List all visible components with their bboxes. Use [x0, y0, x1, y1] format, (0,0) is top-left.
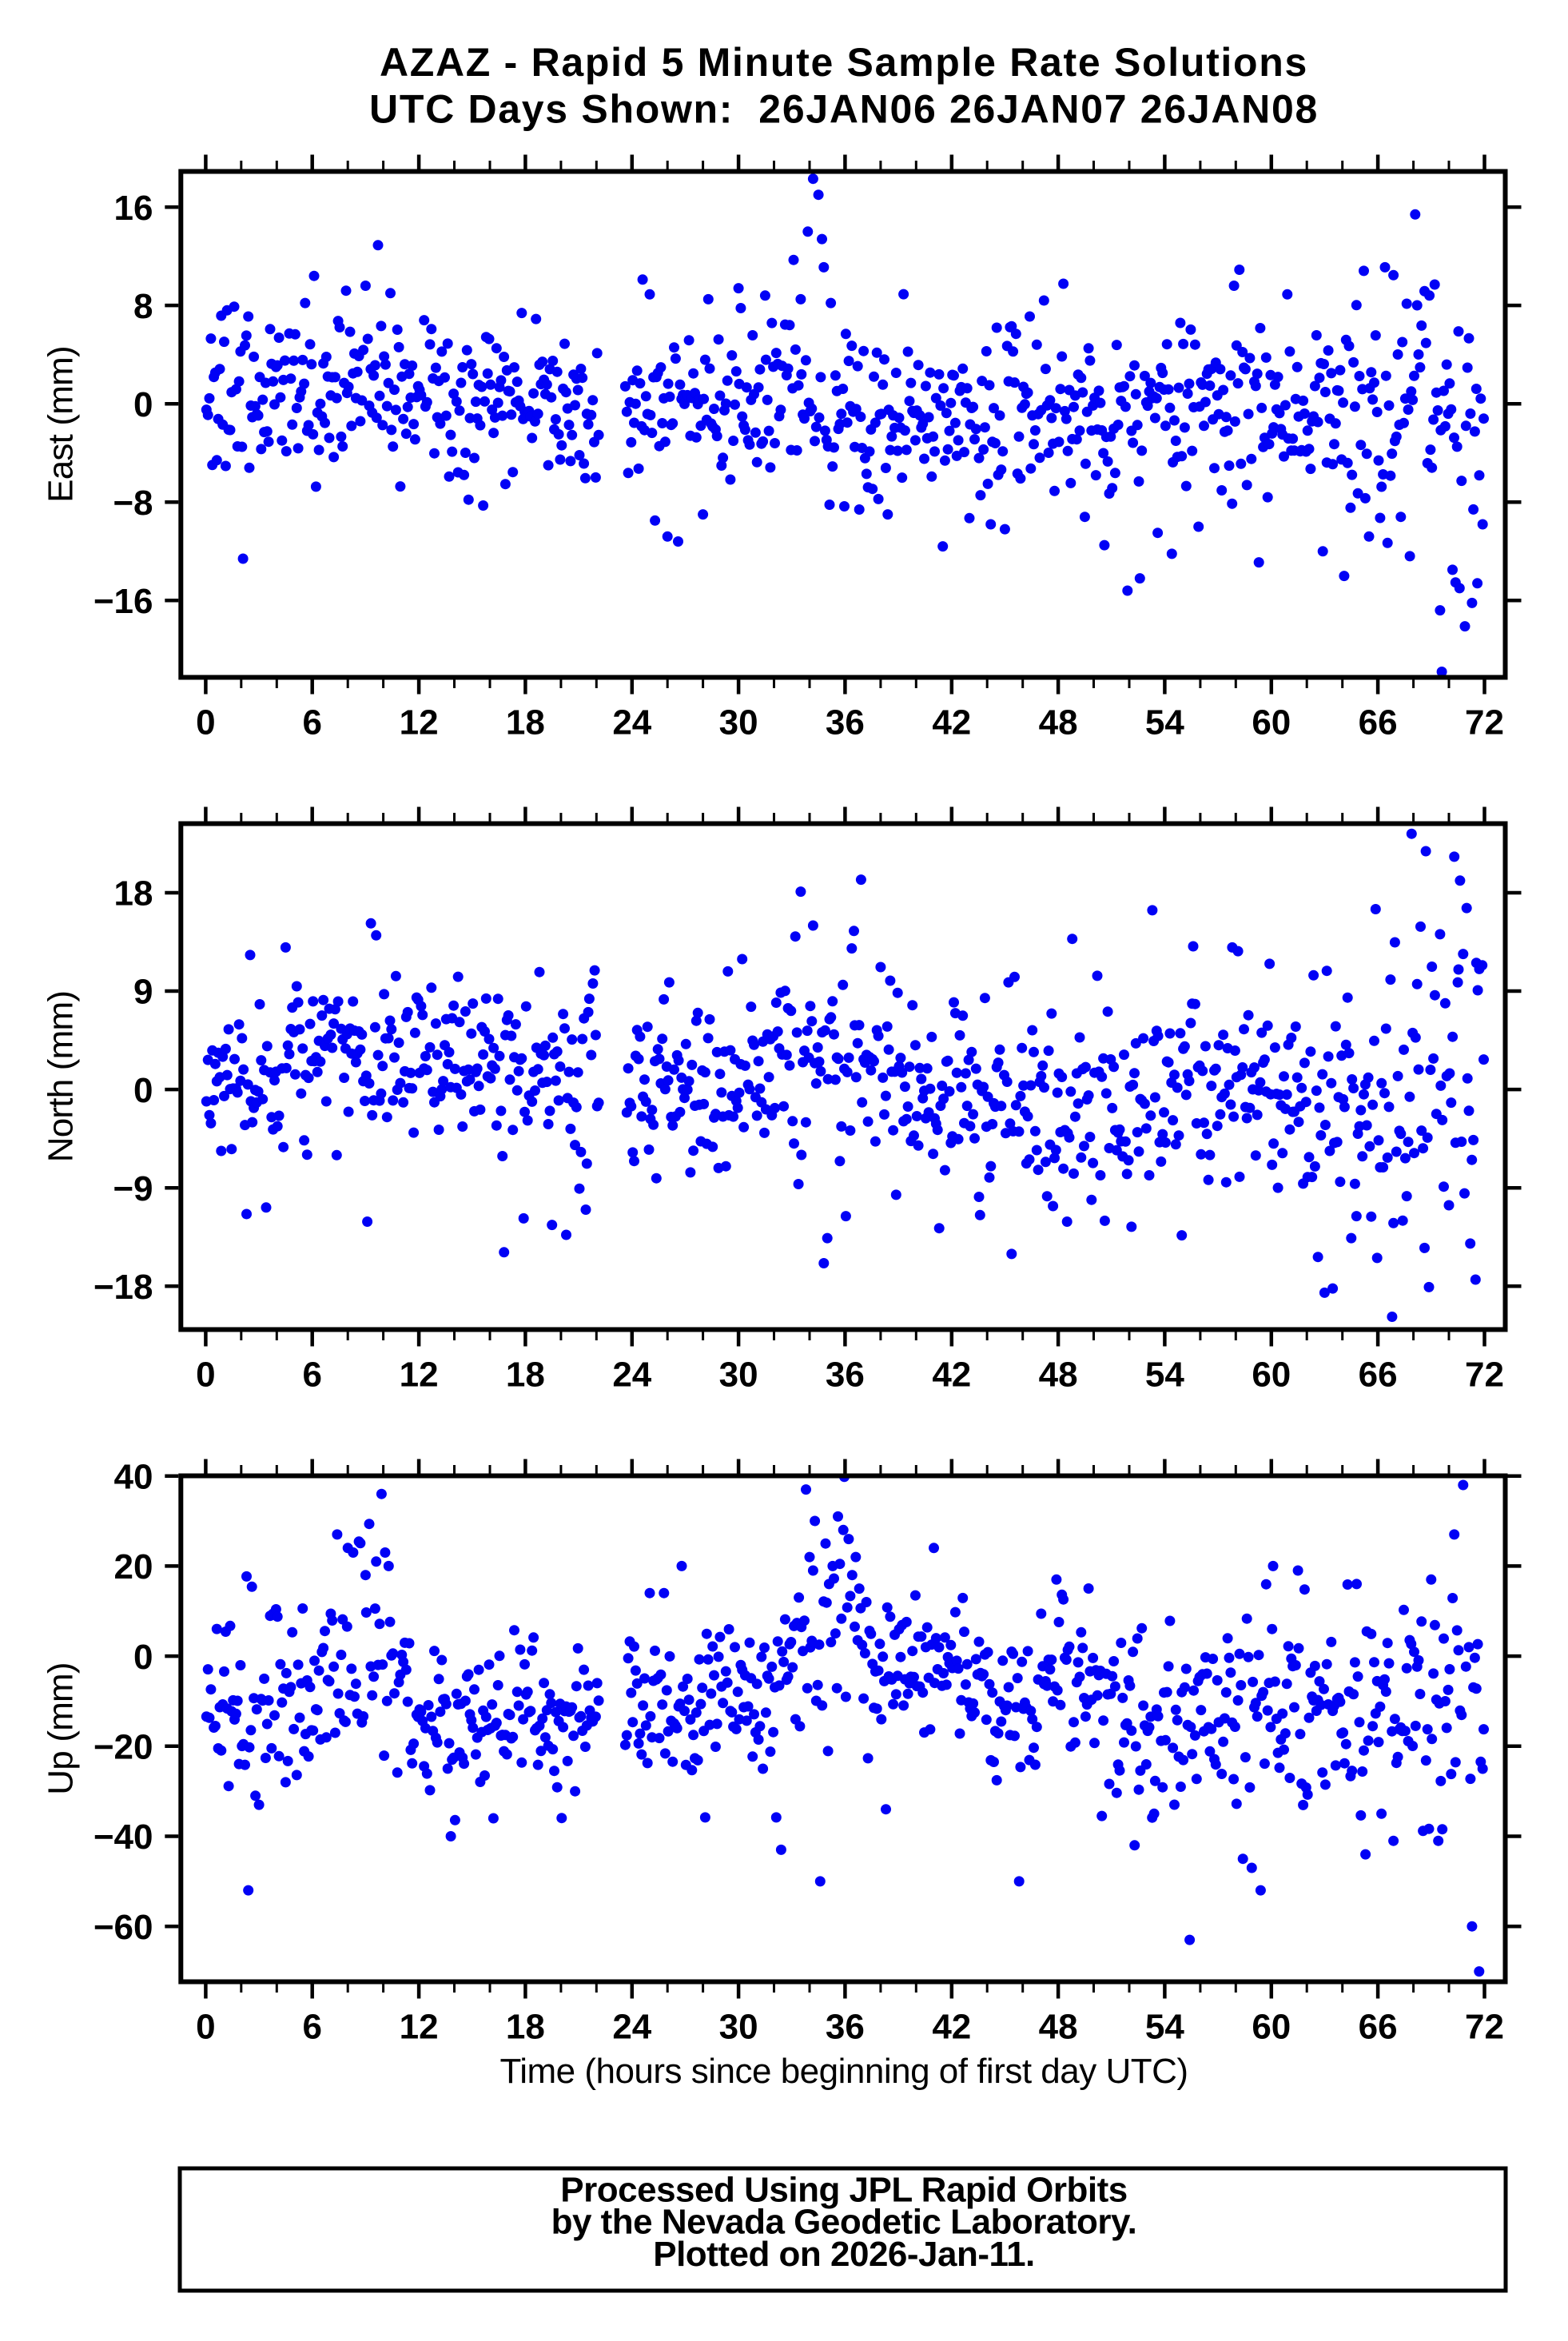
svg-text:66: 66: [1359, 703, 1398, 743]
svg-text:30: 30: [719, 2008, 758, 2047]
svg-text:−16: −16: [94, 582, 153, 621]
svg-text:30: 30: [719, 703, 758, 743]
svg-text:0: 0: [133, 1638, 153, 1677]
svg-text:66: 66: [1359, 2008, 1398, 2047]
svg-text:18: 18: [114, 874, 153, 914]
svg-text:6: 6: [302, 1356, 321, 1395]
svg-text:−60: −60: [94, 1908, 153, 1947]
svg-text:60: 60: [1252, 703, 1291, 743]
svg-text:72: 72: [1465, 2008, 1504, 2047]
svg-text:20: 20: [114, 1547, 153, 1587]
svg-text:0: 0: [133, 1071, 153, 1110]
svg-text:18: 18: [506, 2008, 545, 2047]
svg-text:66: 66: [1359, 1356, 1398, 1395]
svg-text:0: 0: [196, 2008, 215, 2047]
svg-text:−18: −18: [94, 1268, 153, 1307]
svg-text:60: 60: [1252, 2008, 1291, 2047]
svg-text:36: 36: [826, 703, 865, 743]
svg-text:−9: −9: [113, 1169, 153, 1208]
svg-text:48: 48: [1039, 2008, 1078, 2047]
svg-text:24: 24: [612, 703, 651, 743]
svg-text:East (mm): East (mm): [42, 346, 81, 503]
svg-text:12: 12: [400, 703, 439, 743]
svg-text:0: 0: [196, 703, 215, 743]
svg-text:−40: −40: [94, 1817, 153, 1857]
svg-text:48: 48: [1039, 1356, 1078, 1395]
svg-text:16: 16: [114, 189, 153, 228]
svg-text:48: 48: [1039, 703, 1078, 743]
svg-text:0: 0: [133, 385, 153, 424]
svg-text:0: 0: [196, 1356, 215, 1395]
svg-text:Up (mm): Up (mm): [42, 1662, 81, 1794]
svg-text:54: 54: [1145, 1356, 1184, 1395]
svg-text:by the Nevada Geodetic Laborat: by the Nevada Geodetic Laboratory.: [551, 2203, 1137, 2242]
svg-text:36: 36: [826, 2008, 865, 2047]
svg-text:8: 8: [133, 287, 153, 326]
svg-text:30: 30: [719, 1356, 758, 1395]
svg-text:12: 12: [400, 2008, 439, 2047]
svg-text:42: 42: [932, 1356, 971, 1395]
svg-text:18: 18: [506, 1356, 545, 1395]
svg-text:36: 36: [826, 1356, 865, 1395]
svg-text:12: 12: [400, 1356, 439, 1395]
svg-text:24: 24: [612, 2008, 651, 2047]
svg-text:42: 42: [932, 703, 971, 743]
svg-text:9: 9: [133, 973, 153, 1012]
svg-text:18: 18: [506, 703, 545, 743]
svg-text:72: 72: [1465, 703, 1504, 743]
svg-text:40: 40: [114, 1457, 153, 1496]
svg-text:6: 6: [302, 703, 321, 743]
svg-text:Plotted on 2026-Jan-11.: Plotted on 2026-Jan-11.: [653, 2235, 1035, 2274]
svg-text:UTC Days Shown: 26JAN06 26JAN: UTC Days Shown: 26JAN06 26JAN07 26JAN08: [369, 87, 1319, 132]
svg-text:Time (hours since beginning of: Time (hours since beginning of first day…: [499, 2052, 1188, 2091]
svg-text:−20: −20: [94, 1728, 153, 1767]
svg-text:North (mm): North (mm): [42, 991, 81, 1162]
svg-text:54: 54: [1145, 703, 1184, 743]
svg-text:42: 42: [932, 2008, 971, 2047]
svg-text:−8: −8: [113, 484, 153, 523]
svg-text:60: 60: [1252, 1356, 1291, 1395]
svg-text:54: 54: [1145, 2008, 1184, 2047]
svg-text:72: 72: [1465, 1356, 1504, 1395]
svg-text:6: 6: [302, 2008, 321, 2047]
svg-text:AZAZ - Rapid 5 Minute Sample R: AZAZ - Rapid 5 Minute Sample Rate Soluti…: [380, 40, 1308, 85]
svg-text:Processed Using JPL Rapid Orbi: Processed Using JPL Rapid Orbits: [560, 2171, 1127, 2210]
svg-text:24: 24: [612, 1356, 651, 1395]
